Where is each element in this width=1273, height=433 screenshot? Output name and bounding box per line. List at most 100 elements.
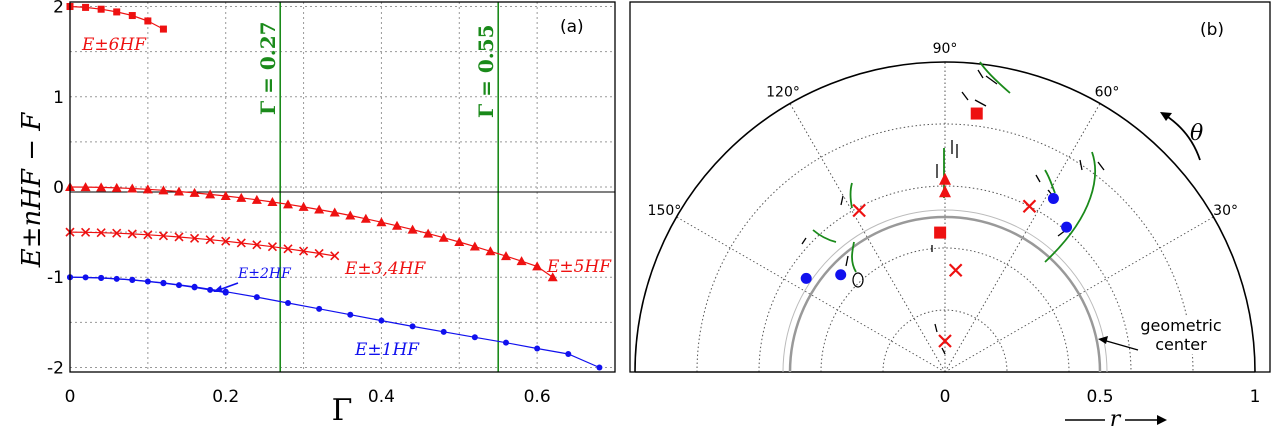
x-axis-label: Γ (332, 393, 353, 428)
angle-tick-label: 90° (933, 41, 958, 57)
data-point (440, 328, 447, 335)
polar-point (939, 185, 951, 198)
data-point (347, 311, 354, 318)
data-point (534, 345, 541, 352)
x-tick-label: 0.4 (368, 387, 395, 407)
trajectory-line (1044, 151, 1096, 263)
annotation-arrow (1102, 339, 1139, 351)
polar-point (1047, 192, 1059, 204)
data-point (316, 305, 323, 312)
polar-point (934, 226, 947, 239)
axes-frame (69, 1, 616, 373)
data-point (299, 246, 309, 256)
theta-arrowhead (1160, 112, 1172, 121)
angle-tick-label: 150° (648, 203, 682, 219)
data-point (423, 228, 434, 238)
data-point (127, 183, 138, 193)
r-tick-label: 1 (1250, 387, 1261, 407)
polar-point (800, 272, 812, 284)
data-point (454, 237, 465, 247)
polar-point (1022, 199, 1037, 214)
series-line (69, 231, 335, 257)
data-point (314, 248, 324, 258)
data-point (221, 236, 231, 246)
polar-point (938, 334, 952, 348)
data-point (158, 185, 169, 195)
series-group (65, 3, 603, 371)
polar-point (852, 203, 866, 218)
motion-arrow (1079, 159, 1083, 171)
data-point (330, 251, 340, 261)
data-point (96, 228, 106, 238)
r-axis-label: r (1110, 407, 1122, 432)
data-point (469, 241, 480, 251)
data-point (190, 233, 200, 243)
data-point (160, 279, 167, 286)
theta-arrow (1164, 114, 1201, 161)
polar-outer-boundary (634, 61, 1256, 373)
data-point (392, 220, 402, 230)
panel-label-b: (b) (1200, 20, 1224, 40)
data-point (127, 229, 137, 239)
motion-arrow (977, 69, 984, 79)
motion-arrow (941, 347, 946, 355)
data-point (128, 12, 136, 20)
data-point (547, 272, 558, 282)
polar-point (948, 263, 963, 278)
data-point (376, 217, 387, 227)
annotation-arrowhead (1098, 336, 1108, 344)
polar-point (835, 269, 847, 281)
data-point (252, 240, 262, 250)
data-point (236, 238, 246, 248)
y-tick-label: 2 (53, 0, 64, 18)
data-point (113, 8, 121, 16)
data-point (471, 334, 478, 341)
data-point (438, 232, 449, 242)
motion-arrow (961, 91, 969, 101)
series-square (66, 3, 167, 33)
polar-grid-ring (882, 309, 1008, 373)
x-ticks: 0 0.2 0.4 0.6 (65, 387, 551, 407)
motion-arrow (934, 323, 938, 333)
data-point (236, 192, 247, 202)
geometric-center-arc (788, 215, 1102, 373)
series-line (69, 276, 600, 369)
vertical-line-label: Γ = 0.27 (256, 21, 280, 115)
x-tick-label: 0.6 (524, 387, 551, 407)
data-point (80, 182, 91, 192)
data-point (360, 213, 371, 223)
motion-arrow (974, 99, 987, 107)
loop-marker (852, 272, 864, 288)
motion-arrow (840, 195, 844, 206)
trajectory-line (851, 241, 857, 273)
trajectory-line (849, 182, 853, 209)
series-label-e1: E±1HF (354, 340, 420, 360)
polar-tick-labels: 30° 60° 90° 120° 150° 0 0.5 1 (648, 41, 1261, 407)
data-point (205, 235, 215, 245)
data-point (532, 261, 543, 271)
y-axis-label: E±nHF − F (17, 112, 47, 269)
data-point (111, 182, 122, 192)
data-point (207, 286, 214, 293)
data-point (174, 186, 184, 196)
polar-point (1061, 221, 1073, 233)
series-x (65, 227, 340, 261)
data-point (129, 276, 136, 283)
panel-b: 30° 60° 90° 120° 150° 0 0.5 1 (629, 1, 1271, 432)
series-label-e2: E±2HF (237, 266, 292, 282)
data-point (158, 231, 168, 241)
data-point (220, 191, 231, 201)
x-tick-label: 0.2 (212, 387, 239, 407)
series-label-e2-arrowhead (213, 285, 222, 292)
motion-arrow (845, 255, 849, 267)
data-point (329, 207, 340, 217)
data-point (516, 256, 527, 266)
series-label-e5: E±5HF (546, 257, 612, 277)
r-tick-label: 0.5 (1086, 387, 1113, 407)
data-point (345, 210, 356, 220)
vertical-line-label: Γ = 0.55 (474, 24, 498, 118)
data-point (503, 339, 509, 346)
geometric-center-arc-outer (782, 209, 1108, 373)
panel-label-a: (a) (560, 17, 584, 37)
